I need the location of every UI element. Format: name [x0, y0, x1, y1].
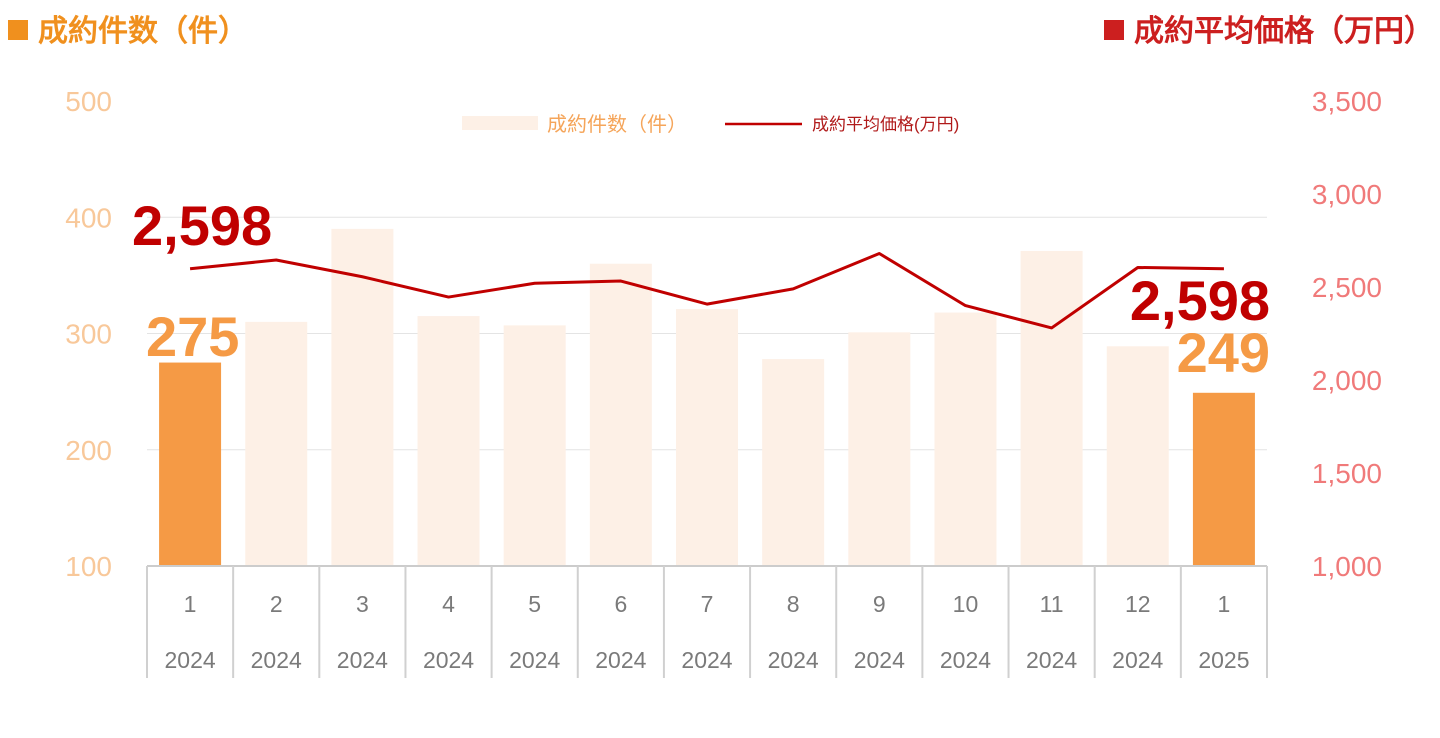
x-year-label: 2024	[854, 647, 905, 673]
bar	[331, 228, 394, 566]
red-square-icon	[1104, 20, 1124, 41]
right-tick-label: 2,500	[1312, 272, 1382, 303]
x-month-label: 5	[528, 591, 541, 617]
left-tick-label: 500	[65, 86, 112, 117]
bar	[762, 359, 825, 566]
x-year-label: 2024	[164, 647, 215, 673]
legend-bar-label: 成約件数（件）	[547, 113, 687, 136]
legend-bar-swatch	[462, 116, 538, 130]
bar	[589, 263, 652, 566]
right-tick-label: 1,000	[1312, 551, 1382, 582]
right-tick-label: 3,000	[1312, 179, 1382, 210]
x-year-label: 2024	[423, 647, 474, 673]
x-month-label: 2	[270, 591, 283, 617]
left-axis-ticks: 100 200 300 400 500	[65, 86, 112, 582]
left-axis-title-text: 成約件数（件）	[38, 15, 248, 48]
x-year-label: 2024	[595, 647, 646, 673]
x-year-label: 2024	[1026, 647, 1077, 673]
x-month-label: 9	[873, 591, 886, 617]
left-axis-title: 成約件数（件）	[8, 6, 248, 50]
bar	[1106, 346, 1169, 566]
x-axis-table	[146, 565, 1268, 678]
x-month-label: 8	[787, 591, 800, 617]
line-series	[189, 252, 1225, 330]
bar	[848, 332, 911, 566]
x-month-label: 6	[614, 591, 627, 617]
x-year-label: 2024	[251, 647, 302, 673]
bar-series	[159, 228, 1255, 566]
bar	[417, 316, 480, 566]
x-year-label: 2024	[940, 647, 991, 673]
x-month-label: 1	[1218, 591, 1231, 617]
x-month-label: 12	[1125, 591, 1151, 617]
x-year-label: 2024	[1112, 647, 1163, 673]
right-tick-label: 3,500	[1312, 86, 1382, 117]
bar	[1020, 250, 1083, 566]
left-tick-label: 200	[65, 435, 112, 466]
x-axis-labels: 1 2024 2 2024 3 2024 4 2024 5 2024 6 2024 7 2024 8 2024…	[164, 591, 1249, 673]
legend-line-label: 成約平均価格(万円)	[812, 115, 959, 134]
bar-last-callout: 249	[1177, 321, 1270, 384]
left-tick-label: 300	[65, 319, 112, 350]
line-first-callout: 2,598	[132, 194, 272, 257]
x-month-label: 7	[701, 591, 714, 617]
bar-first-callout: 275	[146, 305, 239, 368]
x-month-label: 10	[953, 591, 979, 617]
x-month-label: 4	[442, 591, 455, 617]
line-last-callout: 2,598	[1130, 269, 1270, 332]
bar	[245, 321, 308, 566]
right-axis-title-text: 成約平均価格（万円）	[1134, 15, 1434, 48]
x-year-label: 2024	[768, 647, 819, 673]
x-year-label: 2024	[681, 647, 732, 673]
x-year-label: 2024	[509, 647, 560, 673]
left-tick-label: 100	[65, 551, 112, 582]
orange-square-icon	[8, 20, 28, 41]
x-month-label: 11	[1040, 591, 1064, 617]
callouts: 2,598 2,598 275 249	[132, 194, 1270, 384]
x-month-label: 1	[184, 591, 197, 617]
right-axis-ticks: 1,000 1,500 2,000 2,500 3,000 3,500	[1312, 86, 1382, 582]
legend: 成約件数（件） 成約平均価格(万円)	[462, 113, 959, 136]
x-year-label: 2025	[1198, 647, 1249, 673]
right-tick-label: 2,000	[1312, 365, 1382, 396]
right-axis-title: 成約平均価格（万円）	[1104, 6, 1434, 50]
right-tick-label: 1,500	[1312, 458, 1382, 489]
bar	[159, 362, 222, 566]
left-tick-label: 400	[65, 202, 112, 233]
x-month-label: 3	[356, 591, 369, 617]
bar	[503, 325, 566, 566]
bar	[676, 309, 738, 566]
bar	[1192, 392, 1255, 566]
bar	[934, 312, 997, 566]
x-year-label: 2024	[337, 647, 388, 673]
